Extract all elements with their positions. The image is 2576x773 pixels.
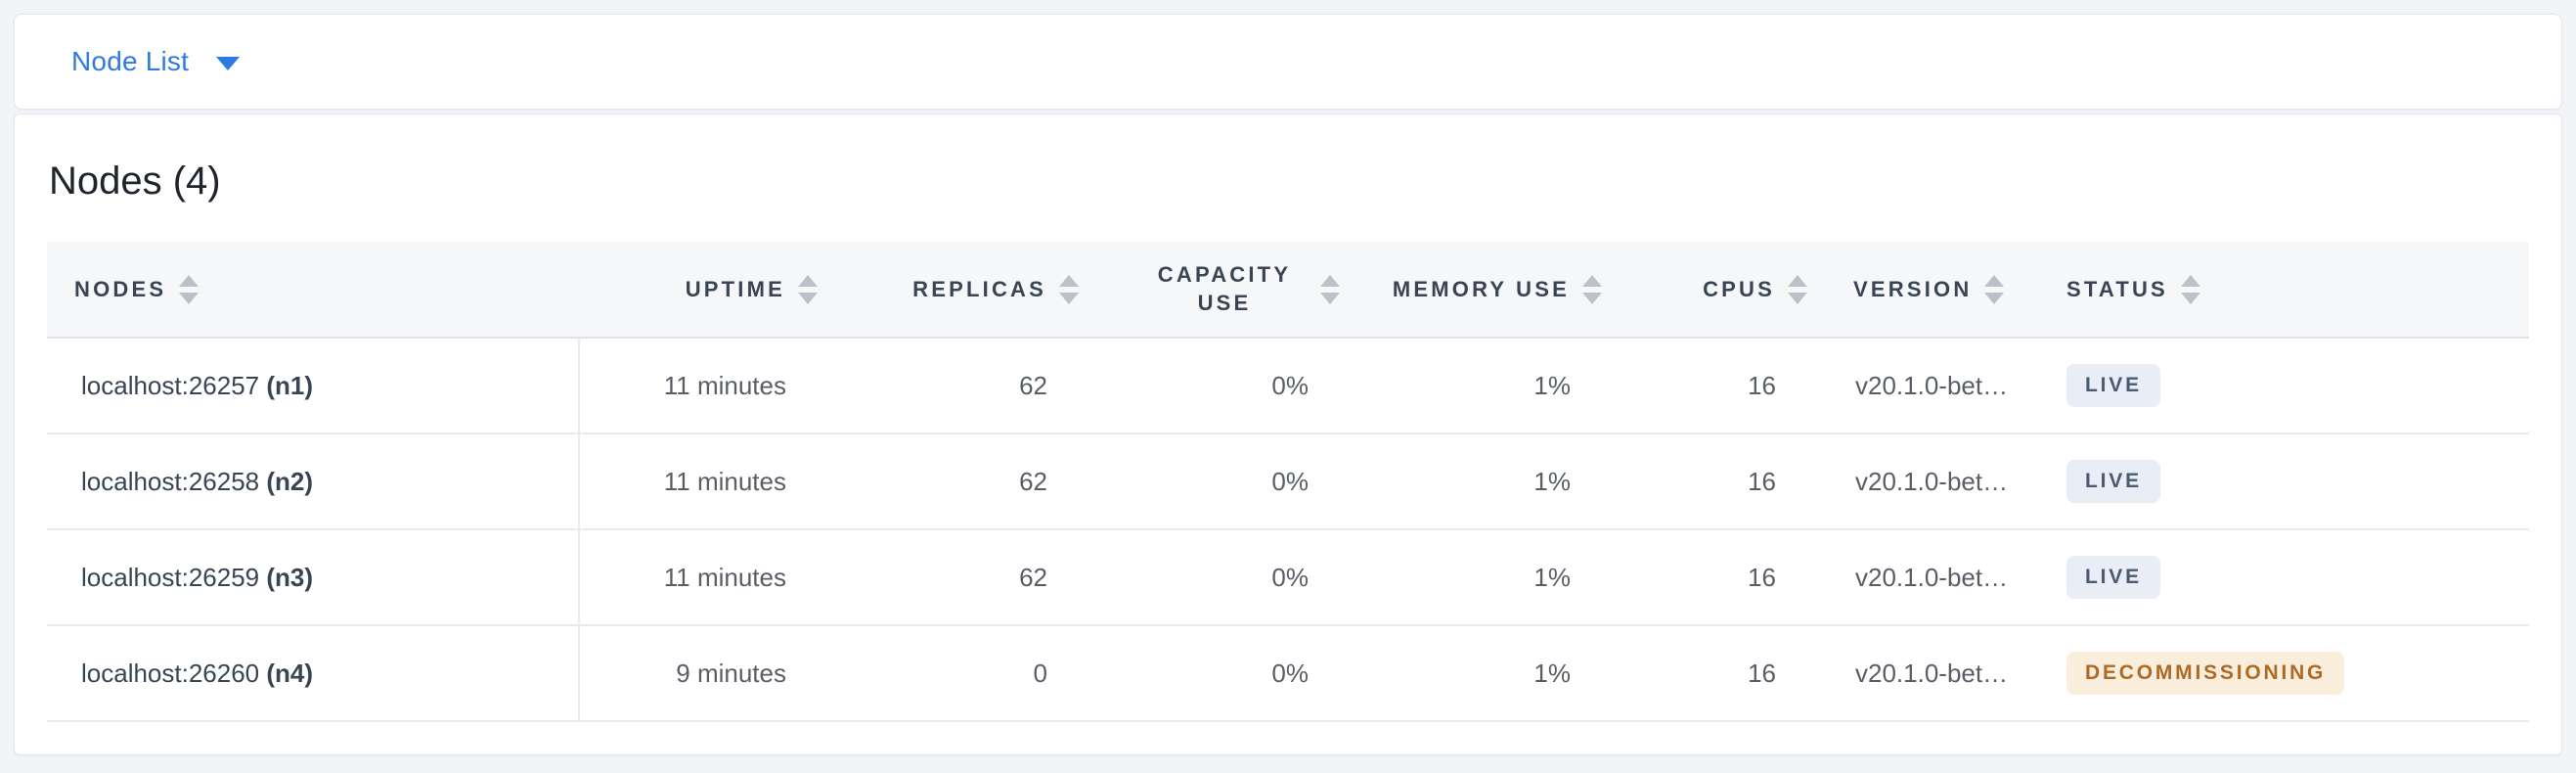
node-address-cell: localhost:26260 (n4): [47, 625, 580, 722]
memory-cell: 1%: [1354, 625, 1616, 722]
column-header-status[interactable]: STATUS: [2046, 242, 2529, 339]
column-label-replicas: REPLICAS: [912, 276, 1046, 301]
column-header-capacity[interactable]: CAPACITY USE: [1092, 242, 1354, 339]
cpus-cell: 16: [1616, 433, 1821, 530]
capacity-cell: 0%: [1092, 625, 1354, 722]
page-title: Nodes (4): [49, 159, 221, 203]
node-list-dropdown-label: Node List: [71, 46, 190, 76]
sort-arrows-icon: [1788, 274, 1807, 304]
node-id: (n4): [266, 658, 314, 688]
sort-arrows-icon: [1582, 274, 1602, 304]
node-address: localhost:26257: [81, 370, 267, 400]
version-cell: v20.1.0-bet…: [1821, 625, 2046, 722]
version-cell: v20.1.0-bet…: [1821, 338, 2046, 434]
nodes-panel: Nodes (4) NODES UPTIME REPLICAS CAPACITY US…: [14, 114, 2562, 755]
version-cell: v20.1.0-bet…: [1821, 433, 2046, 530]
node-id: (n1): [266, 370, 314, 400]
column-header-version[interactable]: VERSION: [1821, 242, 2046, 339]
caret-down-icon: [216, 56, 241, 70]
node-address-cell: localhost:26259 (n3): [47, 529, 580, 626]
uptime-cell: 11 minutes: [579, 338, 831, 434]
sort-arrows-icon: [798, 274, 818, 304]
cpus-cell: 16: [1616, 338, 1821, 434]
replicas-cell: 62: [831, 338, 1092, 434]
table-row: localhost:26259 (n3) 11 minutes 62 0% 1% 16 v2…: [47, 529, 2529, 626]
capacity-cell: 0%: [1092, 529, 1354, 626]
node-address-cell: localhost:26258 (n2): [47, 433, 580, 530]
sort-arrows-icon: [1059, 274, 1079, 304]
replicas-cell: 62: [831, 529, 1092, 626]
view-selector-bar: Node List: [14, 14, 2562, 110]
table-header: NODES UPTIME REPLICAS CAPACITY USE MEMORY US…: [47, 242, 2529, 339]
column-header-replicas[interactable]: REPLICAS: [831, 242, 1092, 339]
replicas-cell: 0: [831, 625, 1092, 722]
memory-cell: 1%: [1354, 529, 1616, 626]
memory-cell: 1%: [1354, 338, 1616, 434]
status-badge: DECOMMISSIONING: [2066, 652, 2345, 695]
node-address: localhost:26259: [81, 562, 267, 592]
uptime-cell: 11 minutes: [579, 529, 831, 626]
column-label-status: STATUS: [2066, 276, 2168, 301]
uptime-cell: 11 minutes: [579, 433, 831, 530]
column-header-cpus[interactable]: CPUS: [1616, 242, 1821, 339]
status-cell: LIVE: [2046, 529, 2529, 626]
capacity-cell: 0%: [1092, 338, 1354, 434]
cpus-cell: 16: [1616, 625, 1821, 722]
node-id: (n3): [266, 562, 314, 592]
status-badge: LIVE: [2066, 364, 2160, 407]
replicas-cell: 62: [831, 433, 1092, 530]
status-cell: LIVE: [2046, 433, 2529, 530]
table-row: localhost:26258 (n2) 11 minutes 62 0% 1% 16 v2…: [47, 433, 2529, 530]
sort-arrows-icon: [2180, 274, 2200, 304]
table-row: localhost:26260 (n4) 9 minutes 0 0% 1% 16 v20.…: [47, 625, 2529, 722]
table-body: localhost:26257 (n1) 11 minutes 62 0% 1% 16 v2…: [47, 338, 2529, 722]
sort-arrows-icon: [179, 274, 200, 304]
column-label-cpus: CPUS: [1703, 276, 1775, 301]
status-badge: LIVE: [2066, 556, 2160, 599]
table-row: localhost:26257 (n1) 11 minutes 62 0% 1% 16 v2…: [47, 338, 2529, 434]
node-address: localhost:26260: [81, 658, 267, 688]
column-header-memory[interactable]: MEMORY USE: [1354, 242, 1616, 339]
column-label-capacity: CAPACITY USE: [1157, 261, 1292, 315]
column-label-memory: MEMORY USE: [1392, 276, 1570, 301]
version-cell: v20.1.0-bet…: [1821, 529, 2046, 626]
sort-arrows-icon: [1320, 274, 1340, 304]
column-label-version: VERSION: [1853, 276, 1973, 301]
node-address-cell: localhost:26257 (n1): [47, 338, 580, 434]
status-cell: LIVE: [2046, 338, 2529, 434]
sort-arrows-icon: [1984, 274, 2005, 304]
cpus-cell: 16: [1616, 529, 1821, 626]
capacity-cell: 0%: [1092, 433, 1354, 530]
memory-cell: 1%: [1354, 433, 1616, 530]
uptime-cell: 9 minutes: [579, 625, 831, 722]
table-header-row: NODES UPTIME REPLICAS CAPACITY USE MEMORY US…: [47, 242, 2529, 339]
status-cell: DECOMMISSIONING: [2046, 625, 2529, 722]
column-header-uptime[interactable]: UPTIME: [579, 242, 831, 339]
column-label-uptime: UPTIME: [685, 276, 785, 301]
nodes-table: NODES UPTIME REPLICAS CAPACITY USE MEMORY US…: [47, 242, 2529, 722]
column-header-nodes[interactable]: NODES: [47, 242, 579, 339]
column-label-nodes: NODES: [74, 276, 167, 301]
node-address: localhost:26258: [81, 466, 267, 496]
status-badge: LIVE: [2066, 460, 2160, 503]
node-list-dropdown[interactable]: Node List: [71, 46, 241, 77]
node-id: (n2): [266, 466, 314, 496]
